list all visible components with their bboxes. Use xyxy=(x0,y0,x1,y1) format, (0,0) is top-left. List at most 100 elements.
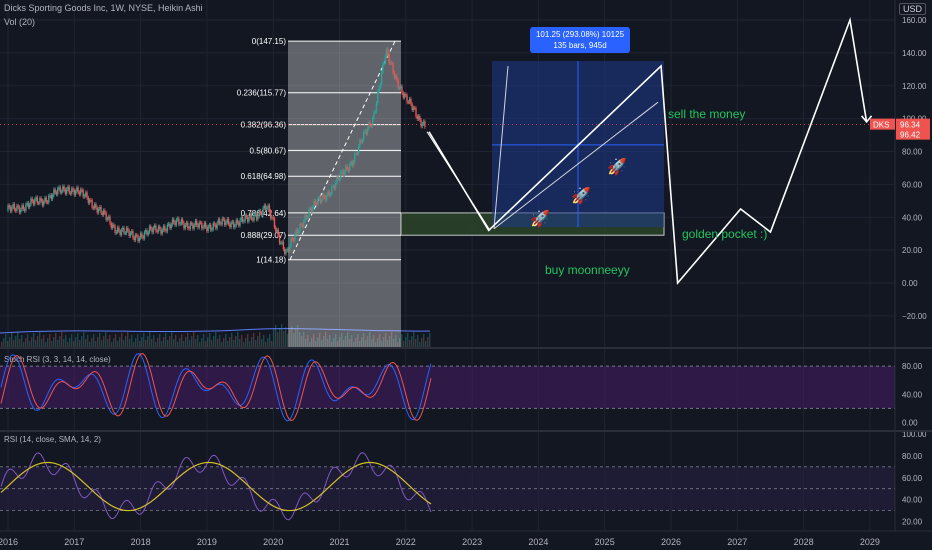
candle-body xyxy=(165,230,167,232)
candle-body xyxy=(391,62,393,64)
candle-body xyxy=(366,128,369,134)
candle-body xyxy=(216,223,218,229)
drawing-tools[interactable]: 101.25 (293.08%) 10125 135 bars, 945d 🚀 🚀 🚀 xyxy=(400,27,665,236)
volume-bar xyxy=(149,332,151,348)
volume-bar xyxy=(317,337,319,348)
volume-bar xyxy=(211,340,213,348)
volume-bar xyxy=(169,336,171,348)
volume-bar xyxy=(163,337,165,348)
candle-body xyxy=(415,108,417,117)
volume-bar xyxy=(361,337,363,348)
volume-bar xyxy=(207,337,209,348)
candle-body xyxy=(212,223,214,230)
candle-body xyxy=(178,218,180,225)
volume-bar xyxy=(255,340,257,348)
candle-body xyxy=(30,198,32,205)
volume-bar xyxy=(127,332,129,348)
candle-body xyxy=(253,214,255,221)
volume-bar xyxy=(293,333,295,348)
candle-body xyxy=(365,130,367,134)
candle-body xyxy=(306,217,309,219)
candle-body xyxy=(280,243,282,245)
volume-bar xyxy=(263,335,265,348)
candle-body xyxy=(91,200,93,208)
candle-body xyxy=(161,230,163,234)
chart-grid xyxy=(0,0,895,530)
candle-body xyxy=(141,233,143,237)
volume-bar xyxy=(279,328,281,348)
volume-bar xyxy=(13,340,15,348)
volume-bar xyxy=(315,341,317,348)
volume-bar xyxy=(77,333,79,348)
candle-body xyxy=(100,206,102,213)
candle-body xyxy=(111,224,114,228)
volume-bar xyxy=(311,338,313,348)
candle-body xyxy=(208,224,211,227)
fibonacci-retracement[interactable]: 0(147.15) 0.236(115.77) 0.382(96.36) 0.5(80… xyxy=(237,37,401,348)
candle-body xyxy=(393,72,396,78)
candle-body xyxy=(328,191,330,196)
volume-bar xyxy=(43,335,45,348)
candle-body xyxy=(252,218,254,221)
volume-bar xyxy=(303,332,305,348)
volume-indicator-label[interactable]: Vol (20) xyxy=(4,17,36,27)
volume-bar xyxy=(25,338,27,348)
candle-body xyxy=(206,226,208,232)
candle-body xyxy=(412,107,415,110)
measure-tooltip-bg xyxy=(530,27,630,53)
candle-body xyxy=(406,95,408,103)
candle-body xyxy=(345,165,347,172)
candle-body xyxy=(407,102,410,104)
volume-bar xyxy=(37,336,39,348)
candle-body xyxy=(159,226,161,229)
candle-body xyxy=(85,192,87,196)
candle-body xyxy=(207,226,209,232)
candle-body xyxy=(7,205,9,211)
candle-body xyxy=(248,217,250,222)
candle-body xyxy=(400,86,402,89)
candle-body xyxy=(333,186,336,189)
candle-body xyxy=(231,221,234,223)
candle-body xyxy=(157,226,160,232)
candle-body xyxy=(259,210,262,214)
volume-bar xyxy=(241,335,243,348)
candle-body xyxy=(60,191,63,193)
volume-bar xyxy=(147,336,149,348)
candle-body xyxy=(334,182,337,189)
volume-bar xyxy=(69,338,71,348)
volume-bar xyxy=(121,333,123,348)
rsi-pane: RSI (14, close, SMA, 14, 2) 100.00 80.00 60… xyxy=(0,430,927,527)
volume-bar xyxy=(373,335,375,348)
candle-body xyxy=(51,195,54,200)
volume-bar xyxy=(381,341,383,348)
candle-body xyxy=(341,170,343,172)
candle-body xyxy=(224,219,226,225)
projection-path[interactable] xyxy=(426,16,873,285)
time-axis-tick: 2021 xyxy=(329,537,349,547)
candle-body xyxy=(255,214,258,220)
volume-bar xyxy=(95,341,97,348)
candle-body xyxy=(26,202,28,205)
candle-body xyxy=(94,204,96,209)
rsi-line xyxy=(0,452,432,521)
volume-bar xyxy=(119,337,121,348)
volume-bar xyxy=(57,340,59,348)
price-axis-tick: 40.00 xyxy=(902,213,923,222)
price-tag-bg xyxy=(896,118,930,140)
volume-bar xyxy=(407,333,409,348)
volume-bar xyxy=(161,341,163,348)
candle-body xyxy=(198,222,200,228)
time-axis-tick: 2027 xyxy=(727,537,747,547)
volume-bar xyxy=(145,340,147,348)
candle-body xyxy=(411,103,413,110)
candle-body xyxy=(199,222,202,224)
volume-bar xyxy=(305,339,307,348)
candle-body xyxy=(99,206,101,210)
time-axis-tick: 2023 xyxy=(462,537,482,547)
price-axis-tick: −20.00 xyxy=(902,312,927,321)
volume-bar xyxy=(423,334,425,348)
volume-bar xyxy=(261,339,263,348)
volume-bar xyxy=(183,341,185,348)
currency-button[interactable]: USD xyxy=(898,3,926,15)
